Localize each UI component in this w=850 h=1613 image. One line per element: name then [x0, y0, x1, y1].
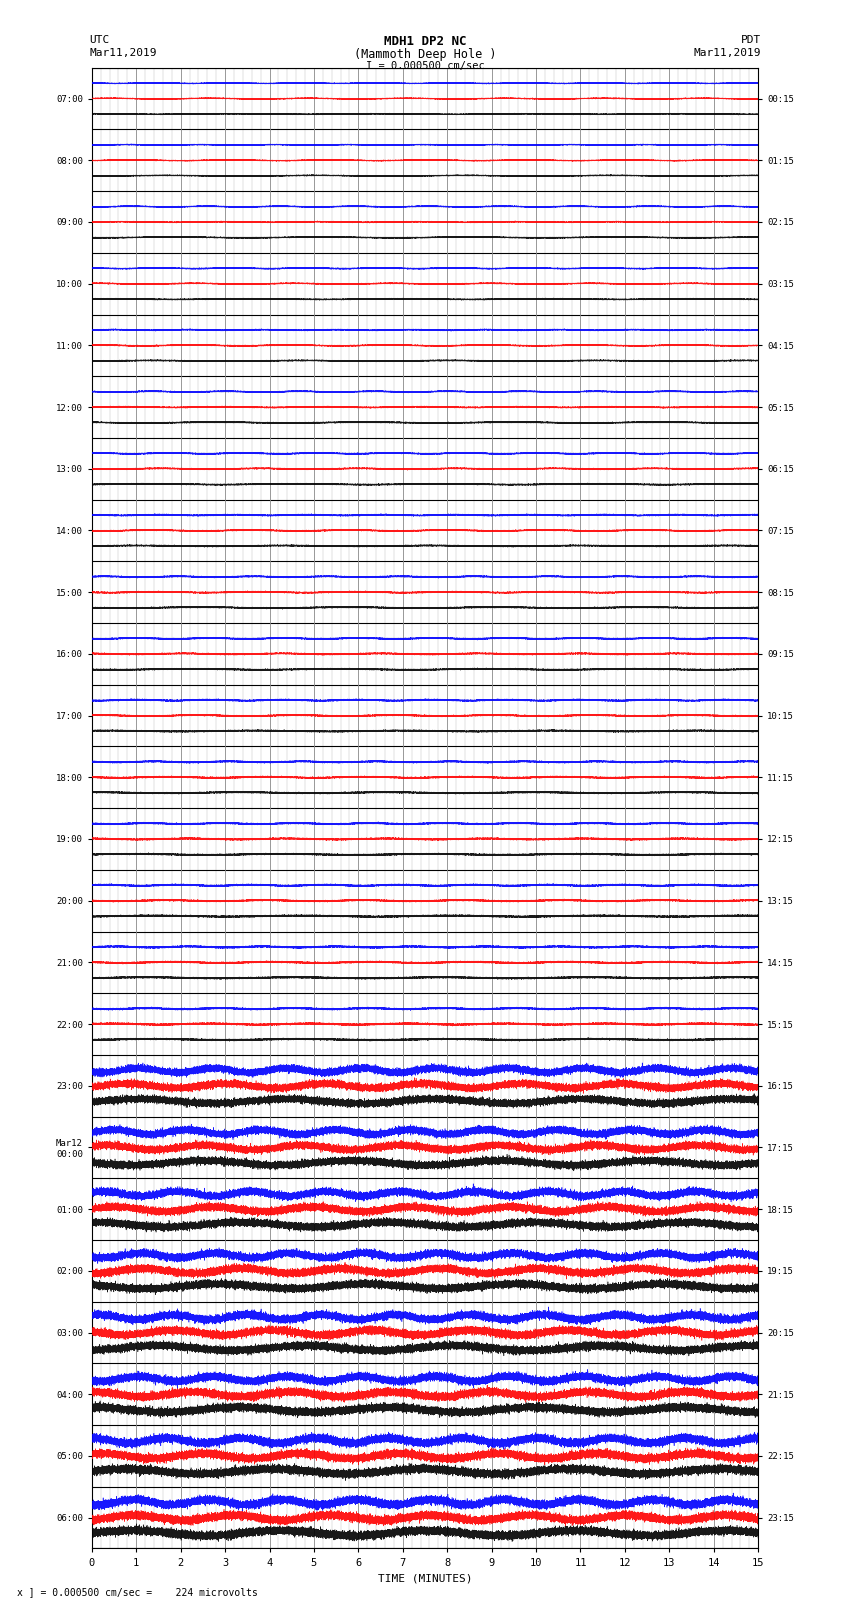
Text: Mar11,2019: Mar11,2019 [89, 48, 156, 58]
X-axis label: TIME (MINUTES): TIME (MINUTES) [377, 1573, 473, 1582]
Text: Mar11,2019: Mar11,2019 [694, 48, 761, 58]
Text: PDT: PDT [740, 35, 761, 45]
Text: MDH1 DP2 NC: MDH1 DP2 NC [383, 35, 467, 48]
Text: (Mammoth Deep Hole ): (Mammoth Deep Hole ) [354, 48, 496, 61]
Text: UTC: UTC [89, 35, 110, 45]
Text: I = 0.000500 cm/sec: I = 0.000500 cm/sec [366, 61, 484, 71]
Text: x ] = 0.000500 cm/sec =    224 microvolts: x ] = 0.000500 cm/sec = 224 microvolts [17, 1587, 258, 1597]
